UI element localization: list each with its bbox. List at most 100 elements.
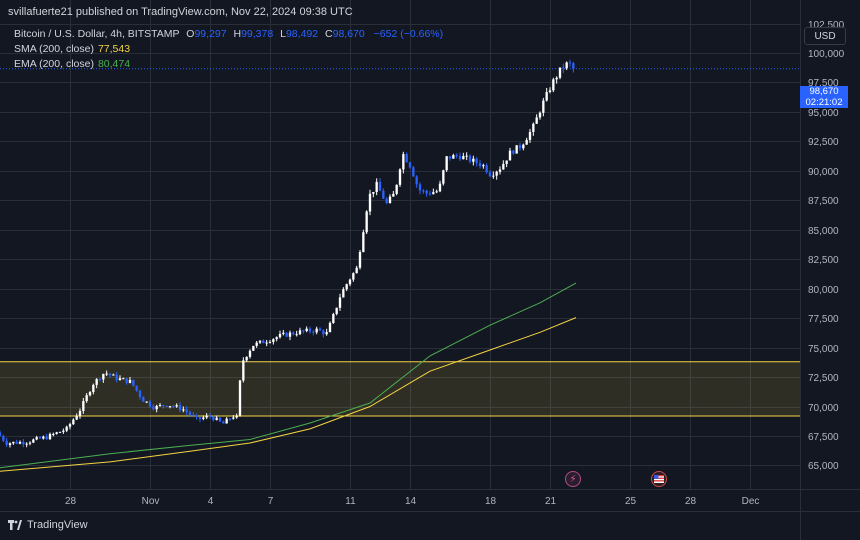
us-flag-graphic [654, 475, 664, 483]
candle-body [272, 339, 275, 342]
candle-body [508, 150, 512, 161]
candle-body [232, 417, 235, 419]
candle-body [538, 112, 542, 118]
candle-body [252, 345, 255, 351]
candle-body [138, 390, 142, 397]
candle-body [425, 190, 428, 194]
last-price-value: 98,670 [809, 86, 839, 97]
footer-brand-text: TradingView [27, 519, 88, 531]
candle-body [8, 443, 12, 446]
publisher-line: svillafuerte21 published on TradingView.… [8, 6, 353, 18]
sma-row[interactable]: SMA (200, close) 77,543 [14, 42, 443, 57]
ema-row[interactable]: EMA (200, close) 80,474 [14, 57, 443, 72]
footer-brand[interactable]: TradingView [8, 519, 88, 531]
candle-body [382, 190, 385, 199]
candle-body [145, 401, 148, 403]
candle-body [395, 184, 398, 194]
candle-body [392, 193, 395, 197]
candle-body [222, 421, 225, 424]
candle-body [48, 433, 52, 440]
candle-body [158, 405, 162, 407]
candle-body [532, 123, 535, 132]
candle-body [298, 330, 302, 335]
candle-body [555, 77, 558, 80]
candle-body [92, 384, 95, 393]
sma-line [0, 317, 577, 472]
candle-body [135, 385, 138, 391]
candle-body [295, 334, 298, 336]
candle-body [332, 314, 335, 323]
candle-body [385, 198, 388, 204]
candle-body [208, 415, 212, 417]
candle-body [185, 409, 188, 413]
candle-body [155, 405, 158, 410]
low-label: L [280, 28, 286, 40]
candle-body [302, 330, 305, 332]
tradingview-logo-icon [8, 520, 22, 530]
candle-body [265, 342, 268, 344]
candle-body [38, 437, 42, 439]
candle-body [98, 378, 102, 380]
ema-value: 80,474 [97, 58, 131, 70]
candle-body [338, 297, 342, 308]
y-tick-label: 72,500 [808, 373, 839, 384]
lightning-icon[interactable]: ⚡ [565, 471, 581, 487]
candle-body [565, 62, 568, 69]
candle-body [205, 415, 208, 418]
candle-body [445, 156, 448, 171]
open-value: 99,297 [194, 28, 227, 40]
candle-body [305, 328, 308, 332]
currency-button[interactable]: USD [804, 27, 846, 45]
candle-body [568, 62, 572, 64]
candle-body [75, 415, 78, 420]
candle-body [288, 332, 292, 337]
candle-body [475, 158, 478, 164]
candle-body [485, 165, 488, 173]
candle-body [225, 418, 228, 424]
open-label: O [186, 28, 195, 40]
candle-body [55, 432, 58, 434]
candle-body [518, 145, 522, 149]
candle-body [195, 415, 198, 418]
candle-body [375, 181, 378, 192]
candle-body [0, 432, 2, 437]
time-axis[interactable]: 28 Nov 4 7 11 14 18 21 25 28 Dec [65, 496, 759, 507]
candle-body [422, 190, 425, 192]
x-tick-label: 28 [685, 496, 697, 507]
candle-body [228, 418, 232, 420]
candle-body [218, 417, 222, 422]
candle-body [412, 167, 415, 177]
us-flag-icon[interactable] [651, 471, 667, 487]
candle-body [45, 436, 48, 440]
candle-body [268, 341, 272, 343]
candle-body [78, 410, 82, 416]
candle-body [125, 378, 128, 383]
candle-body [165, 405, 168, 407]
candle-body [292, 332, 295, 335]
candle-body [65, 426, 68, 431]
candle-body [28, 442, 32, 444]
candle-body [248, 350, 252, 357]
y-tick-label: 67,500 [808, 432, 839, 443]
price-axis[interactable]: 65,000 67,500 70,000 72,500 75,000 77,500 80,0… [808, 20, 845, 472]
y-tick-label: 92,500 [808, 137, 839, 148]
candle-body [462, 156, 465, 160]
candle-body [5, 440, 8, 446]
candles [0, 59, 575, 448]
candle-body [25, 443, 28, 445]
y-tick-label: 65,000 [808, 461, 839, 472]
symbol-row[interactable]: Bitcoin / U.S. Dollar, 4h, BITSTAMP O99,… [14, 27, 443, 42]
candle-body [522, 144, 525, 149]
candle-body [255, 342, 258, 346]
candle-body [245, 356, 248, 361]
candle-body [312, 331, 315, 333]
candle-body [378, 181, 382, 191]
candle-body [335, 307, 338, 315]
candle-body [102, 373, 105, 380]
y-tick-label: 75,000 [808, 344, 839, 355]
candle-body [358, 251, 362, 268]
candle-body [492, 175, 495, 177]
candle-body [238, 380, 242, 416]
candle-body [148, 401, 152, 407]
